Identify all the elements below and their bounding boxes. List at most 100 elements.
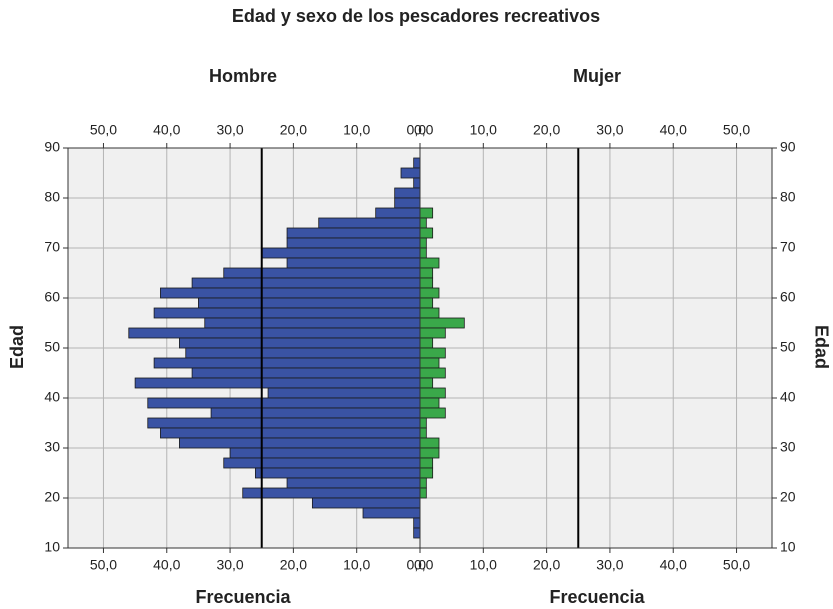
y-axis-label: Edad	[7, 325, 27, 369]
y-tick-label: 60	[44, 289, 60, 305]
bar	[419, 277, 434, 289]
x-axis-label: Frecuencia	[549, 587, 645, 607]
x-tick-label: 30,0	[596, 122, 623, 138]
bar	[261, 247, 421, 259]
bar	[191, 367, 421, 379]
bar	[413, 177, 421, 189]
bar	[160, 427, 421, 439]
y-tick-label: 20	[780, 489, 796, 505]
bar	[419, 327, 446, 339]
x-tick-label: 0,0	[414, 557, 434, 573]
bar	[419, 317, 465, 329]
x-tick-label: 20,0	[280, 557, 307, 573]
y-tick-label: 70	[44, 239, 60, 255]
bar	[286, 257, 421, 269]
panel-title: Mujer	[573, 66, 621, 86]
bar	[400, 167, 421, 179]
bar	[242, 487, 421, 499]
bar	[210, 407, 421, 419]
bar	[419, 217, 427, 229]
bar	[419, 447, 440, 459]
bar	[223, 457, 421, 469]
bar	[419, 387, 446, 399]
x-tick-label: 10,0	[470, 122, 497, 138]
bar	[267, 387, 421, 399]
bar	[394, 187, 421, 199]
x-tick-label: 20,0	[533, 122, 560, 138]
bar	[134, 377, 421, 389]
bar	[419, 407, 446, 419]
x-tick-label: 30,0	[596, 557, 623, 573]
bar	[179, 337, 421, 349]
y-tick-label: 30	[44, 439, 60, 455]
y-tick-label: 10	[44, 539, 60, 555]
bar	[413, 157, 421, 169]
bar	[419, 247, 427, 259]
bar	[419, 417, 427, 429]
bar	[419, 257, 440, 269]
bar	[318, 217, 421, 229]
y-tick-label: 20	[44, 489, 60, 505]
x-tick-label: 30,0	[216, 557, 243, 573]
bar	[419, 487, 427, 499]
bar	[419, 207, 434, 219]
x-tick-label: 30,0	[216, 122, 243, 138]
x-tick-label: 50,0	[90, 557, 117, 573]
bar	[419, 357, 440, 369]
bar	[419, 367, 446, 379]
bar	[147, 397, 421, 409]
x-axis-label: Frecuencia	[195, 587, 291, 607]
bar	[160, 287, 421, 299]
bar	[419, 477, 427, 489]
bar	[413, 527, 421, 539]
y-tick-label: 40	[44, 389, 60, 405]
x-tick-label: 50,0	[90, 122, 117, 138]
y-tick-label: 90	[44, 139, 60, 155]
bar	[286, 237, 421, 249]
bar	[286, 227, 421, 239]
bar	[419, 267, 434, 279]
bar	[419, 397, 440, 409]
y-tick-label: 70	[780, 239, 796, 255]
chart-title: Edad y sexo de los pescadores recreativo…	[232, 6, 600, 26]
bar	[419, 427, 427, 439]
bar	[419, 237, 427, 249]
y-tick-label: 40	[780, 389, 796, 405]
x-tick-label: 0,0	[407, 557, 427, 573]
x-tick-label: 50,0	[723, 557, 750, 573]
y-tick-label: 90	[780, 139, 796, 155]
y-axis-label: Edad	[811, 325, 831, 369]
y-tick-label: 80	[780, 189, 796, 205]
bar	[153, 357, 421, 369]
y-tick-label: 50	[780, 339, 796, 355]
bar	[229, 447, 421, 459]
bar	[147, 417, 421, 429]
bar	[419, 227, 434, 239]
x-tick-label: 0,0	[407, 122, 427, 138]
bar	[419, 347, 446, 359]
y-tick-label: 80	[44, 189, 60, 205]
x-tick-label: 50,0	[723, 122, 750, 138]
x-tick-label: 40,0	[153, 557, 180, 573]
panel-title: Hombre	[209, 66, 277, 86]
x-tick-label: 40,0	[660, 122, 687, 138]
bar	[419, 297, 434, 309]
y-tick-label: 10	[780, 539, 796, 555]
x-tick-label: 20,0	[280, 122, 307, 138]
bar	[185, 347, 421, 359]
y-tick-label: 60	[780, 289, 796, 305]
bar	[286, 477, 421, 489]
x-tick-label: 20,0	[533, 557, 560, 573]
y-tick-label: 50	[44, 339, 60, 355]
bar	[419, 377, 434, 389]
bar	[254, 467, 421, 479]
bar	[419, 287, 440, 299]
x-tick-label: 40,0	[660, 557, 687, 573]
bar	[362, 507, 421, 519]
bar	[179, 437, 421, 449]
bar	[198, 297, 421, 309]
bar	[413, 517, 421, 529]
bar	[204, 317, 421, 329]
bar	[128, 327, 421, 339]
